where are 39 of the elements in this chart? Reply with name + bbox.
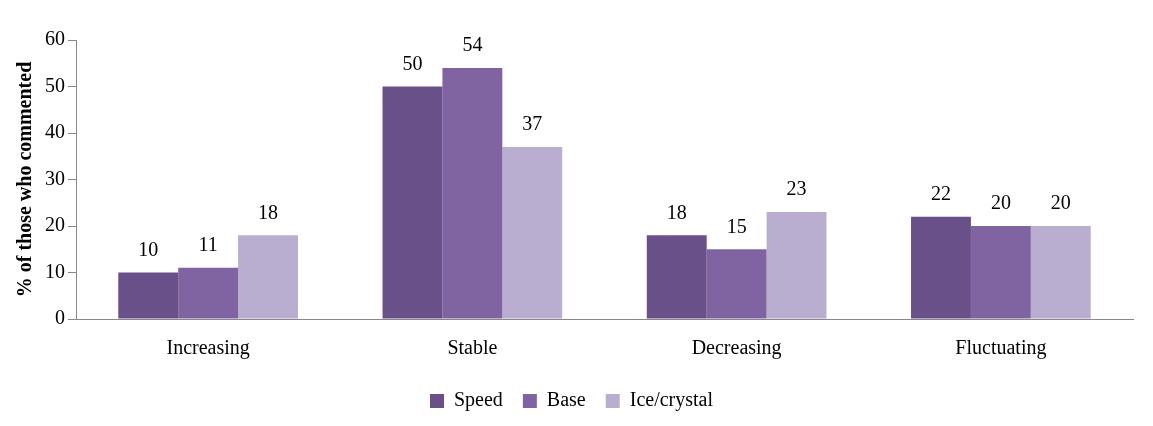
data-label: 50 xyxy=(402,51,423,74)
data-label: 37 xyxy=(522,112,543,135)
y-axis-title: % of those who commented xyxy=(13,61,36,298)
y-tick-label: 10 xyxy=(45,259,65,282)
bar xyxy=(766,212,827,319)
legend-label: Speed xyxy=(453,388,503,412)
bar xyxy=(646,235,707,319)
y-tick-label: 40 xyxy=(45,120,65,143)
data-label: 20 xyxy=(1050,191,1071,214)
data-label: 15 xyxy=(726,214,747,237)
bar xyxy=(502,146,563,319)
legend-label: Ice/crystal xyxy=(629,388,714,412)
y-tick-label: 50 xyxy=(45,73,65,96)
data-label: 54 xyxy=(462,33,483,56)
bar xyxy=(911,216,971,319)
data-label: 18 xyxy=(666,200,687,223)
bar xyxy=(118,272,179,319)
legend-label: Base xyxy=(546,388,586,411)
bar xyxy=(382,86,443,319)
data-label: 22 xyxy=(930,181,951,204)
x-tick-label: Stable xyxy=(447,336,498,359)
bar xyxy=(706,249,767,319)
bar xyxy=(442,67,503,319)
data-label: 10 xyxy=(138,237,159,260)
data-label: 18 xyxy=(258,200,279,223)
data-label: 11 xyxy=(198,233,218,256)
bar xyxy=(178,267,239,319)
data-label: 20 xyxy=(990,191,1011,214)
y-tick-label: 60 xyxy=(45,27,65,50)
bar xyxy=(1030,226,1091,319)
y-tick-label: 30 xyxy=(45,166,65,189)
y-tick-label: 20 xyxy=(45,213,65,236)
bar xyxy=(238,235,298,319)
x-tick-label: Fluctuating xyxy=(955,336,1047,360)
bar xyxy=(970,226,1031,319)
x-tick-label: Decreasing xyxy=(691,336,782,360)
data-label: 23 xyxy=(786,177,807,200)
x-tick-label: Increasing xyxy=(166,336,250,360)
y-tick-label: 0 xyxy=(55,306,65,329)
